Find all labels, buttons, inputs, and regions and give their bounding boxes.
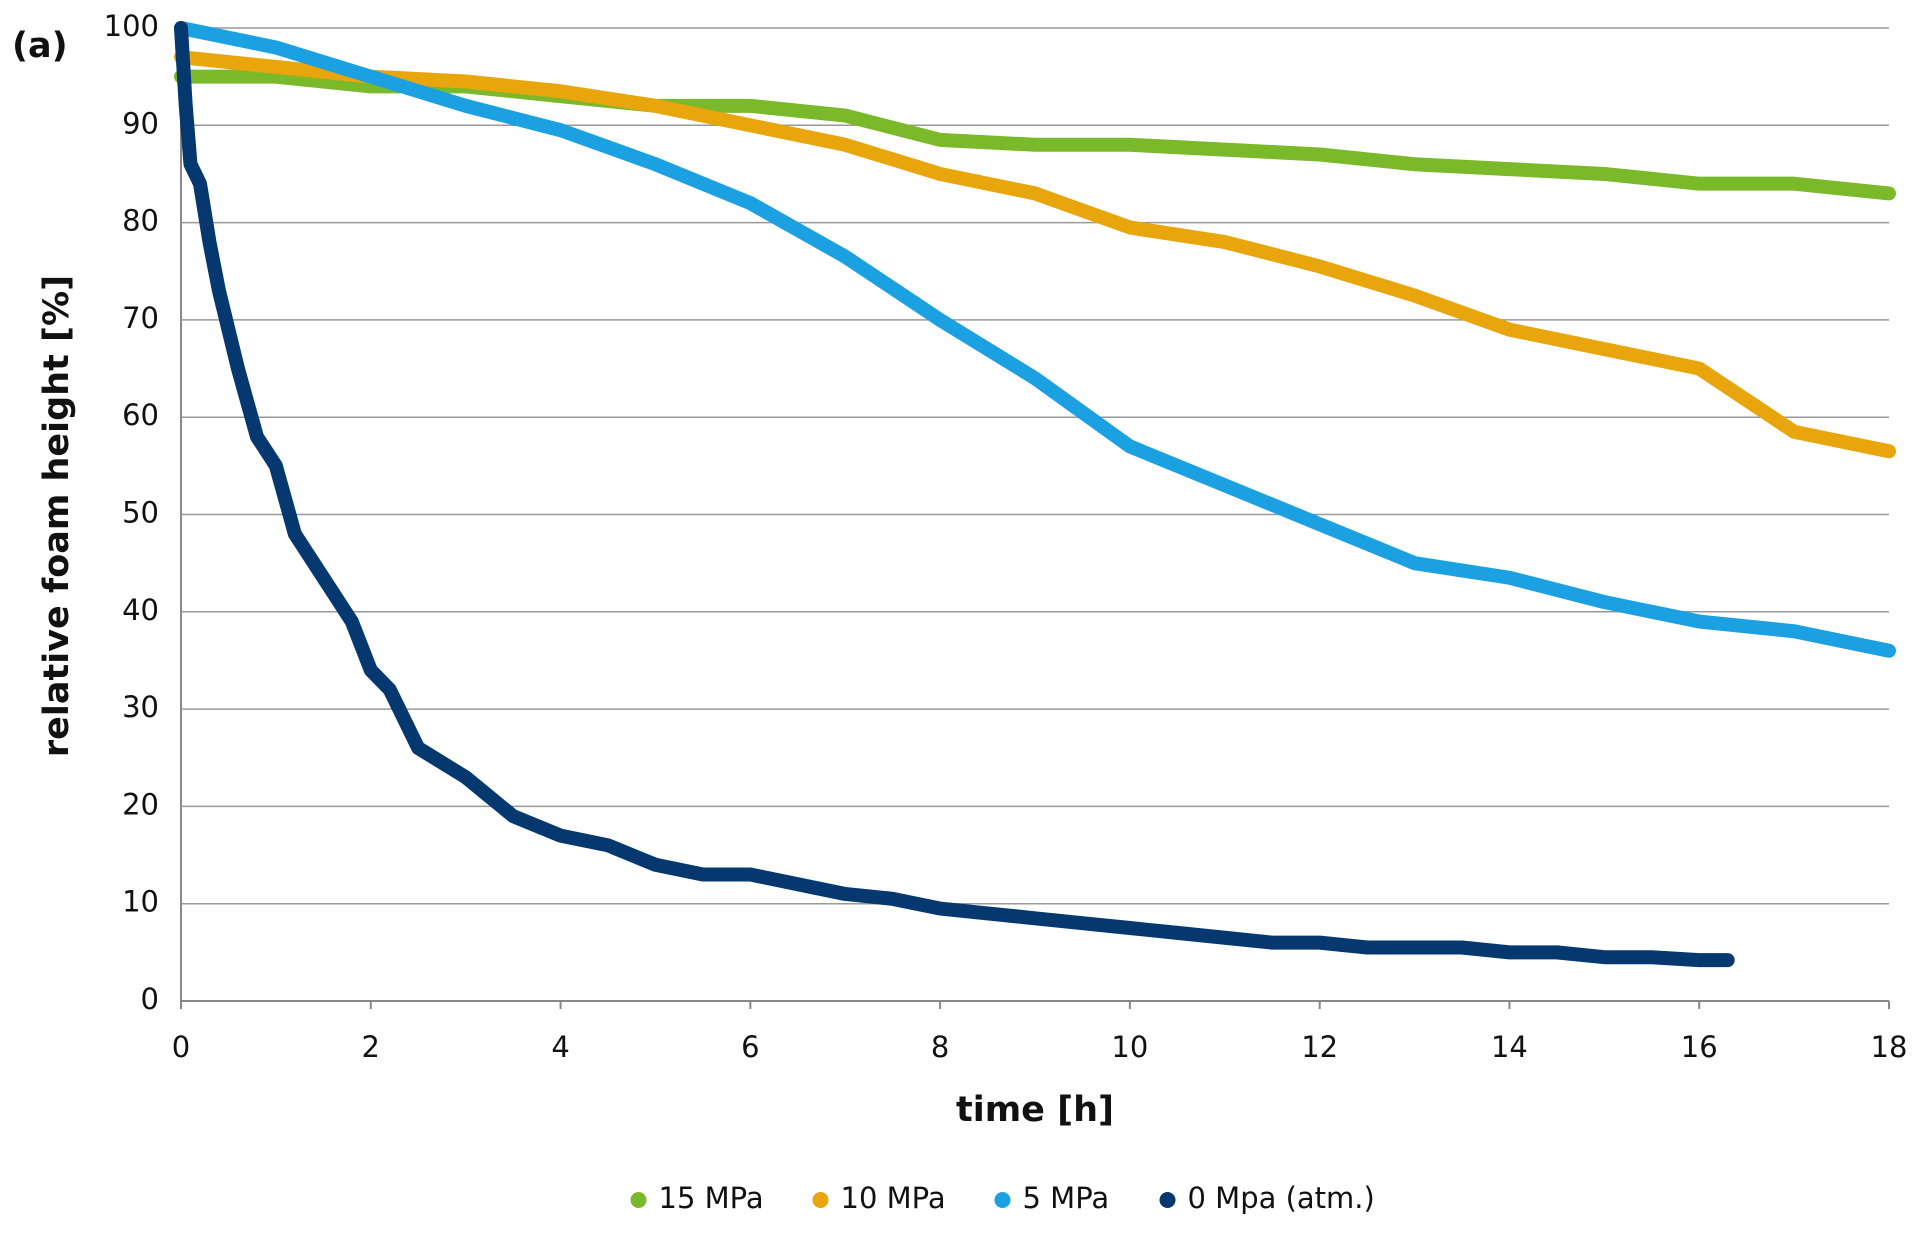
panel-label: (a): [12, 26, 68, 66]
x-tick-label: 2: [362, 1030, 380, 1064]
legend-item: 10 MPa: [812, 1181, 946, 1215]
y-tick-label: 80: [122, 204, 159, 238]
x-tick-label: 6: [741, 1030, 759, 1064]
legend-label: 0 Mpa (atm.): [1188, 1181, 1375, 1215]
y-tick-label: 30: [122, 690, 159, 724]
y-tick-label: 50: [122, 496, 159, 530]
x-axis-label: time [h]: [956, 1090, 1114, 1130]
x-tick-label: 10: [1111, 1030, 1148, 1064]
legend-item: 5 MPa: [994, 1181, 1110, 1215]
data-series: [174, 21, 1896, 658]
y-axis-label: relative foam height [%]: [37, 275, 77, 757]
x-tick-label: 0: [172, 1030, 190, 1064]
data-series: [174, 21, 1735, 968]
legend-marker: [1159, 1192, 1176, 1208]
y-tick-label: 40: [122, 593, 159, 627]
x-tick-label: 18: [1871, 1030, 1908, 1064]
y-tick-label: 70: [122, 301, 159, 335]
legend-item: 0 Mpa (atm.): [1159, 1181, 1375, 1215]
legend-label: 10 MPa: [841, 1181, 946, 1215]
legend-label: 15 MPa: [659, 1181, 764, 1215]
y-tick-label: 100: [104, 9, 159, 43]
y-tick-label: 20: [122, 787, 159, 821]
legend-label: 5 MPa: [1023, 1181, 1110, 1215]
legend-marker: [630, 1192, 647, 1208]
y-tick-label: 90: [122, 106, 159, 140]
y-tick-label: 10: [122, 885, 159, 919]
x-tick-label: 16: [1681, 1030, 1718, 1064]
legend-marker: [994, 1192, 1011, 1208]
data-series: [174, 50, 1896, 459]
x-tick-label: 4: [551, 1030, 569, 1064]
x-tick-label: 12: [1301, 1030, 1338, 1064]
x-tick-label: 14: [1491, 1030, 1528, 1064]
legend-item: 15 MPa: [630, 1181, 764, 1215]
y-tick-label: 0: [141, 982, 159, 1016]
legend-marker: [812, 1192, 829, 1208]
x-tick-label: 8: [931, 1030, 949, 1064]
y-tick-label: 60: [122, 398, 159, 432]
